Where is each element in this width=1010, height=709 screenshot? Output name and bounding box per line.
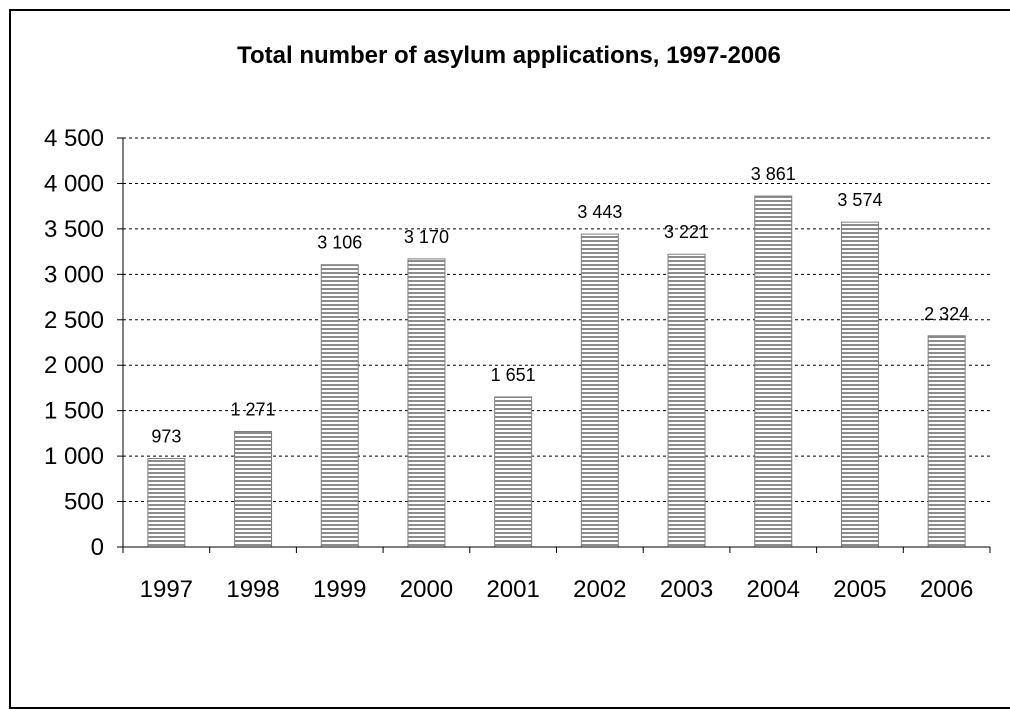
chart-title: Total number of asylum applications, 199…	[237, 42, 781, 69]
data-label: 3 170	[404, 227, 449, 247]
bar	[667, 253, 706, 548]
y-tick-label: 1 500	[44, 398, 104, 425]
y-tick-label: 500	[64, 489, 104, 516]
data-label: 3 861	[751, 164, 796, 184]
bar	[580, 233, 619, 548]
data-label: 3 574	[837, 190, 882, 210]
y-tick-label: 3 000	[44, 261, 104, 288]
data-label: 2 324	[924, 304, 969, 324]
bar	[234, 430, 273, 548]
x-tick-label: 2005	[833, 576, 886, 603]
x-tick-label: 2004	[747, 576, 800, 603]
bar	[407, 258, 446, 548]
data-labels: 973 1 271 3 106 3 170 1 651 3 443 3 221 3 861 3 …	[151, 164, 969, 446]
data-label: 1 271	[231, 399, 276, 419]
bar	[320, 264, 359, 548]
x-tick-label: 1997	[140, 576, 193, 603]
bar	[494, 396, 533, 548]
y-axis-ticks: 0 500 1 000 1 500 2 000 2 500 3 000 3 500 4 000 4…	[44, 125, 123, 561]
x-axis-ticks: 1997 1998 1999 2000 2001 2002 2003 2004 2005 2006	[122, 547, 991, 603]
bar	[147, 458, 186, 548]
chart-svg: Total number of asylum applications, 199…	[44, 42, 991, 603]
x-tick-label: 1999	[313, 576, 366, 603]
bar	[927, 335, 966, 548]
y-tick-label: 2 500	[44, 307, 104, 334]
y-tick-label: 3 500	[44, 216, 104, 243]
data-label: 3 443	[577, 202, 622, 222]
y-tick-label: 0	[91, 534, 104, 561]
bar	[754, 195, 793, 548]
y-tick-label: 4 000	[44, 170, 104, 197]
x-tick-label: 2001	[486, 576, 539, 603]
bar	[840, 221, 879, 548]
x-tick-label: 2006	[920, 576, 973, 603]
data-label: 1 651	[491, 365, 536, 385]
x-tick-label: 2002	[573, 576, 626, 603]
x-tick-label: 2000	[400, 576, 453, 603]
bars	[147, 195, 966, 548]
x-tick-label: 2003	[660, 576, 713, 603]
y-tick-label: 4 500	[44, 125, 104, 152]
y-tick-label: 2 000	[44, 352, 104, 379]
x-tick-label: 1998	[226, 576, 279, 603]
data-label: 3 106	[317, 233, 362, 253]
y-tick-label: 1 000	[44, 443, 104, 470]
data-label: 3 221	[664, 222, 709, 242]
data-label: 973	[151, 427, 181, 447]
